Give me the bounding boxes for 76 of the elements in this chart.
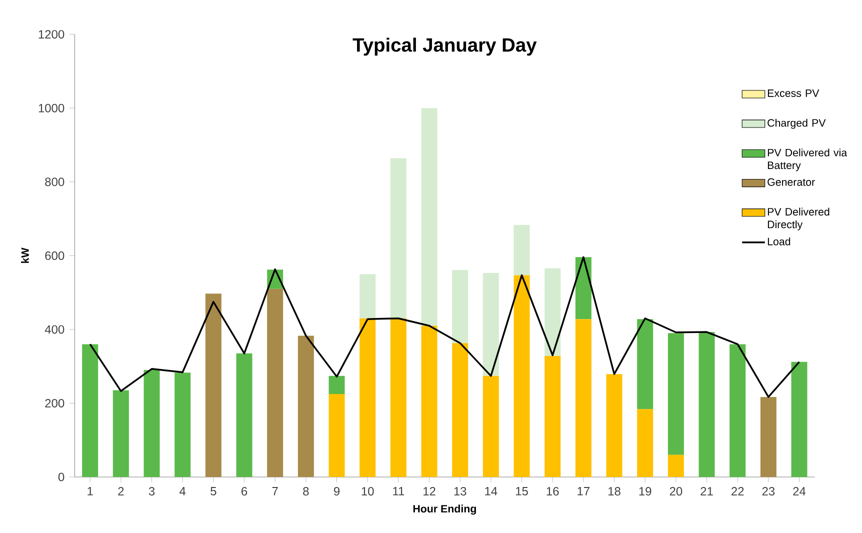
x-tick-label: 24 [793,487,806,496]
x-tick-label: 20 [670,487,682,496]
x-tick-label: 7 [272,487,278,496]
bar [514,275,530,477]
x-tick-label: 21 [700,487,713,496]
legend-label: PV Delivered via Battery [768,148,848,172]
bar [730,344,746,477]
x-tick-label: 15 [516,487,528,496]
y-tick-label: 600 [45,251,64,260]
bar [544,268,561,356]
y-tick-label: 400 [44,325,64,334]
bar [390,318,406,477]
bar [82,344,98,477]
x-tick-label: 14 [485,487,498,496]
x-tick-label: 6 [242,487,248,496]
bar [575,257,592,320]
y-tick-label: 0 [58,472,64,482]
x-tick-label: 11 [393,487,404,496]
x-tick-label: 16 [546,487,559,496]
bar [514,225,530,276]
bar [452,270,468,344]
bar [668,454,684,477]
x-tick-label: 23 [762,487,775,496]
bar [606,374,622,477]
legend-label: Charged PV [768,118,826,129]
bar [760,396,776,477]
x-tick-label: 9 [334,487,340,496]
chart-title: Typical January Day [352,38,537,56]
bar [328,394,345,477]
bar [791,362,808,477]
x-tick-label: 22 [732,487,744,496]
bar [390,158,406,318]
bar [174,372,191,477]
x-tick-label: 18 [608,487,620,496]
y-axis-title: kW [21,248,29,263]
bar [544,356,561,477]
legend-label: Excess PV [768,90,820,97]
y-tick-label: 200 [45,398,64,408]
x-tick-label: 12 [424,487,436,496]
y-tick-label: 800 [45,178,64,186]
legend-label: Load [768,237,790,246]
bar [637,319,654,410]
bar [112,390,129,477]
bar [328,376,345,394]
x-tick-label: 8 [303,487,309,496]
bar [144,370,160,477]
bar [236,353,252,477]
bar [421,108,438,326]
bar [637,409,654,477]
x-tick-label: 4 [180,487,186,496]
x-tick-label: 2 [118,487,124,496]
line-series [89,256,800,398]
bar [668,333,684,455]
bar [360,318,376,477]
legend-label: Generator [768,178,815,186]
bar [575,319,592,477]
bar [482,273,499,376]
x-tick-label: 1 [88,487,93,496]
bar [298,336,314,477]
bar [482,376,499,477]
bar [360,274,376,318]
x-tick-label: 13 [454,487,466,496]
x-tick-label: 3 [148,487,155,496]
x-tick-label: 19 [639,487,652,496]
y-tick-label: 1000 [38,104,64,112]
bar [698,332,715,477]
x-tick-label: 10 [362,487,374,496]
bar [267,288,284,477]
bar [421,326,438,477]
legend-label: PV Delivered Directly [768,208,830,230]
x-axis-title: Hour Ending [413,504,476,515]
y-tick-label: 1200 [38,30,64,39]
bar [205,294,222,477]
bar [452,343,468,477]
x-tick-label: 17 [578,487,590,496]
x-tick-label: 5 [210,487,216,496]
